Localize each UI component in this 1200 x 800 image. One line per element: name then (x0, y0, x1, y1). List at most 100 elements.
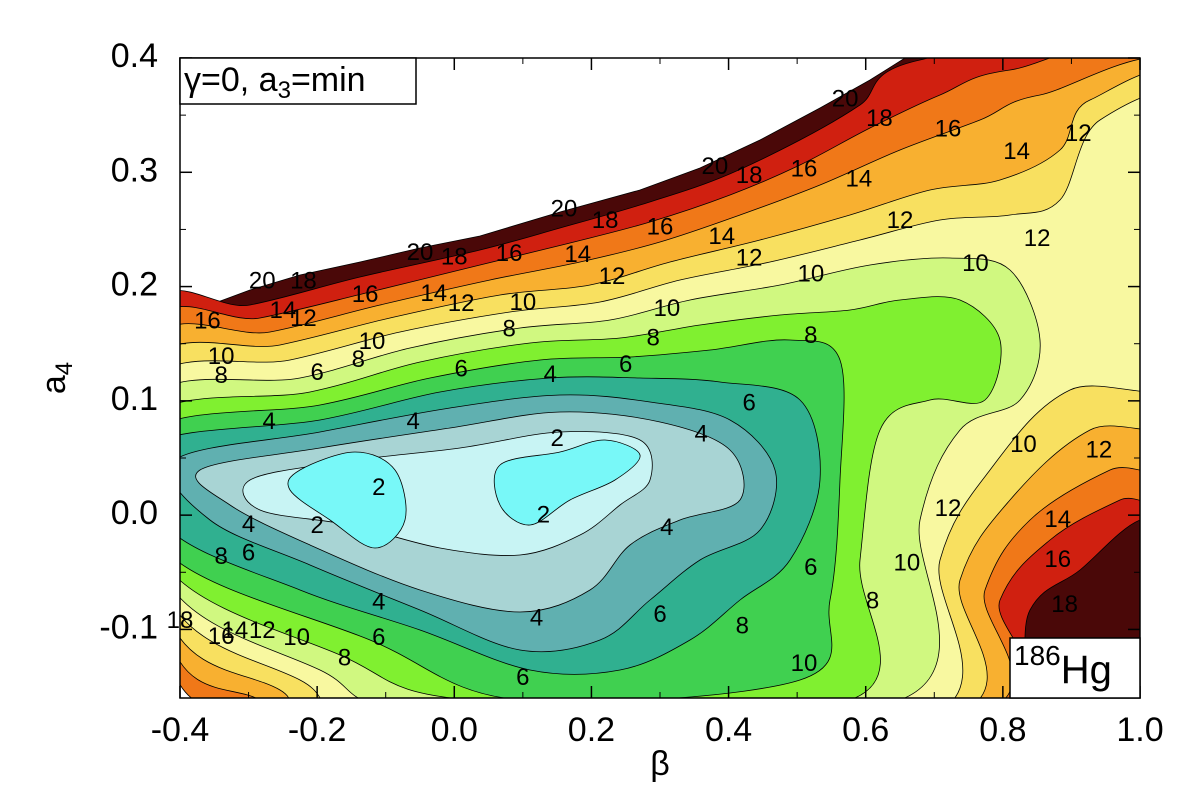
plot-frame (179, 57, 1141, 699)
contour-label: 10 (208, 343, 235, 370)
y-label-base: a (35, 375, 73, 394)
nucleus-label: 186Hg (1014, 640, 1112, 691)
contour-label: 12 (599, 263, 626, 290)
contour-label: 6 (653, 601, 666, 628)
contour-label: 8 (214, 362, 227, 389)
contour-label: 8 (804, 322, 817, 349)
contour-label: 10 (359, 328, 386, 355)
contour-label: 4 (262, 408, 275, 435)
contour-label: 8 (866, 587, 879, 614)
contour-label: 16 (194, 307, 221, 334)
contour-label: 4 (694, 420, 707, 447)
contour-label: 4 (372, 588, 385, 615)
contour-label: 2 (310, 512, 323, 539)
contour-label: 14 (1044, 506, 1071, 533)
contour-label: 8 (646, 324, 659, 351)
contour-label: 12 (1086, 436, 1113, 463)
x-tick-label: 0.6 (842, 711, 889, 749)
contour-label: 12 (1065, 120, 1092, 147)
x-tick-label: 0.4 (705, 711, 752, 749)
x-tick-label: -0.2 (288, 711, 347, 749)
y-tick-label: 0.4 (111, 37, 158, 75)
contour-label: 12 (249, 617, 276, 644)
x-tick-label: 0.0 (431, 711, 478, 749)
contour-label: 10 (1010, 431, 1037, 458)
y-tick-label: -0.1 (99, 608, 158, 646)
x-tick-label: 0.8 (979, 711, 1026, 749)
y-tick-label: 0.1 (111, 380, 158, 418)
contour-label: 6 (454, 355, 467, 382)
contour-label: 20 (551, 195, 578, 222)
x-axis-label: β (650, 745, 670, 783)
contour-label: 6 (242, 539, 255, 566)
contour-label: 6 (742, 390, 755, 417)
panel-subscript: 3 (278, 77, 291, 104)
x-tick-label: 1.0 (1116, 711, 1163, 749)
contour-label: 16 (647, 214, 674, 241)
contour-label: 2 (550, 425, 563, 452)
contour-band (493, 439, 641, 526)
contour-label: 10 (791, 650, 818, 677)
nucleus-box (1009, 637, 1141, 699)
contour-label: 8 (736, 612, 749, 639)
contour-label: 12 (448, 290, 475, 317)
contour-label: 12 (736, 244, 763, 271)
y-tick-label: 0.0 (111, 494, 158, 532)
x-tick-label: 0.2 (568, 711, 615, 749)
contour-label: 8 (338, 644, 351, 671)
contour-label: 16 (935, 115, 962, 142)
contour-label: 10 (798, 260, 825, 287)
contour-label: 12 (1024, 225, 1051, 252)
contour-label: 4 (242, 511, 255, 538)
contour-label: 20 (249, 267, 276, 294)
contour-label: 14 (846, 166, 873, 193)
contour-label: 16 (791, 155, 818, 182)
contour-label: 18 (1051, 591, 1078, 618)
contour-label: 16 (1044, 546, 1071, 573)
y-tick-label: 0.2 (111, 266, 158, 304)
contour-label: 4 (660, 514, 673, 541)
contour-label: 18 (736, 162, 763, 189)
contour-label: 14 (564, 241, 591, 268)
contour-fill (180, 58, 1140, 698)
contour-label: 8 (214, 543, 227, 570)
contour-label: 10 (962, 250, 989, 277)
contour-label: 6 (619, 351, 632, 378)
panel-text: =min (291, 61, 366, 99)
nucleus-mass: 186 (1014, 640, 1061, 671)
contour-label: 4 (544, 361, 557, 388)
contour-label: 10 (894, 550, 921, 577)
contour-label: 10 (283, 624, 310, 651)
contour-label: 6 (516, 664, 529, 691)
contour-label: 20 (407, 239, 434, 266)
contour-label: 16 (352, 281, 379, 308)
contour-label: 14 (270, 297, 297, 324)
contour-label: 6 (310, 359, 323, 386)
panel-text: γ=0, a (184, 61, 278, 99)
contour-label: 16 (496, 240, 523, 267)
contour-label: 14 (1003, 138, 1030, 165)
contour-label: 20 (832, 86, 859, 113)
axes: -0.4 -0.2 0.0 0.2 0.4 0.6 0.8 1.0 0.4 0.3 0.2 0.1 0.… (99, 37, 1163, 749)
contour-label: 2 (537, 502, 550, 529)
contour-label: 10 (654, 295, 681, 322)
contour-label: 8 (502, 315, 515, 342)
contour-label: 14 (222, 617, 249, 644)
contour-label: 6 (372, 624, 385, 651)
contour-label: 12 (935, 495, 962, 522)
y-tick-label: 0.3 (111, 151, 158, 189)
contour-label: 2 (372, 474, 385, 501)
contour-label: 12 (887, 207, 914, 234)
contour-label: 10 (510, 289, 537, 316)
contour-label: 14 (708, 223, 735, 250)
y-axis-label: a4 (35, 362, 78, 394)
contour-band (287, 451, 407, 549)
contour-label: 18 (290, 267, 317, 294)
panel-label: γ=0, a3=min (184, 61, 366, 104)
contour-label: 18 (866, 105, 893, 132)
contour-label: 4 (406, 408, 419, 435)
contour-label: 14 (420, 280, 447, 307)
